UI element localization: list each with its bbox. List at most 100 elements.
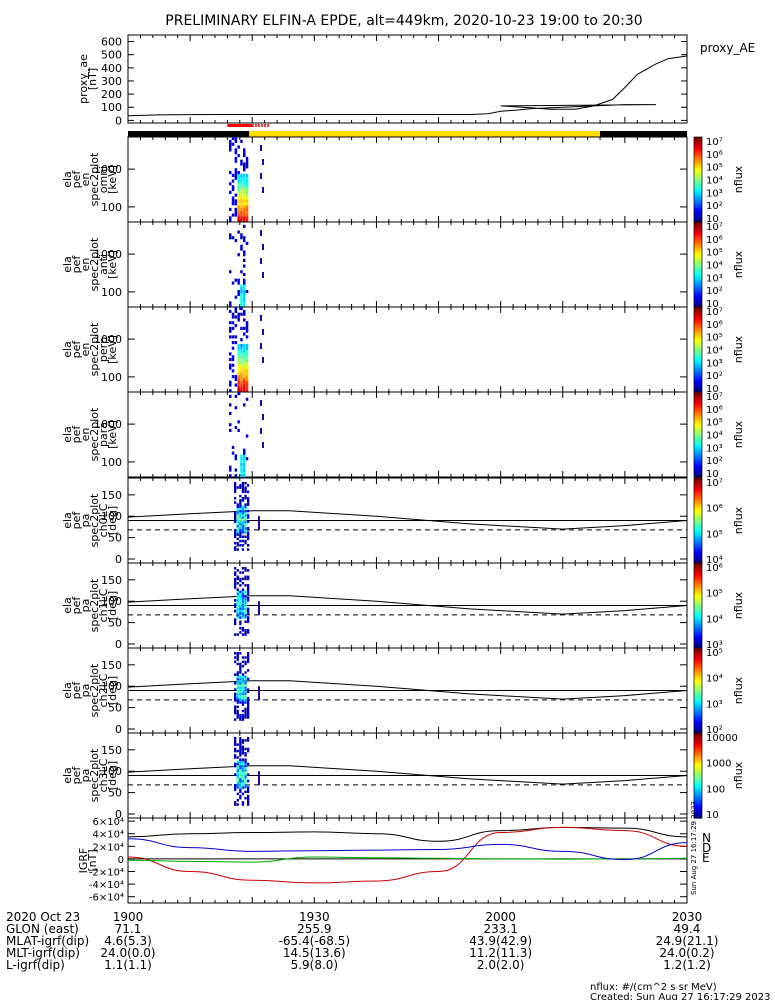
pitch-angle-cell: [247, 596, 250, 600]
pitch-angle-cell: [244, 716, 247, 719]
spectrogram-cell: [237, 292, 240, 296]
x-axis-value: 255.9: [297, 922, 331, 936]
pitch-angle-cell: [241, 747, 245, 751]
colorbar-cell: [694, 762, 702, 766]
colorbar-cell: [694, 577, 702, 581]
colorbar-tick-label: 10⁶: [706, 504, 723, 515]
y-axis-label: perp: [97, 337, 110, 362]
spectrogram-cell: [243, 273, 246, 277]
colorbar-cell: [694, 404, 702, 408]
spectrogram-cell: [237, 343, 240, 347]
spectrogram-cell: [237, 377, 240, 381]
spectrogram-cell: [237, 213, 240, 217]
pitch-angle-cell: [236, 749, 239, 753]
spectrogram-cell: [229, 309, 232, 313]
spectrogram-cell: [237, 205, 240, 209]
pitch-angle-cell: [244, 507, 247, 511]
pitch-angle-cell: [236, 588, 239, 591]
pitch-angle-cell: [236, 516, 239, 519]
spectrogram-cell: [243, 332, 246, 336]
colorbar-cell: [694, 177, 702, 181]
spectrogram-cell: [237, 207, 240, 211]
pitch-angle-cell: [241, 801, 245, 804]
pitch-angle-cell: [247, 703, 250, 706]
y-axis-label: en: [79, 428, 92, 442]
spectrogram-cell: [243, 224, 246, 228]
colorbar-cell: [694, 495, 702, 498]
colorbar-cell: [694, 709, 702, 713]
colorbar-cell: [694, 705, 702, 709]
pitch-angle-cell: [234, 579, 237, 583]
pitch-angle-cell: [244, 503, 247, 506]
spectrogram-cell: [237, 202, 240, 206]
spectrogram-cell: [243, 176, 246, 180]
spectrogram-cell: [234, 278, 238, 282]
pitch-angle-cell: [244, 629, 247, 632]
pitch-angle-cell: [239, 544, 242, 547]
panel-frame-en_omni: [127, 136, 688, 223]
x-axis-value: 2030: [672, 910, 703, 924]
pitch-angle-cell: [241, 581, 245, 585]
spectrogram-cell: [237, 182, 240, 186]
pitch-angle-cell: [241, 522, 245, 526]
pitch-angle-cell: [247, 499, 250, 502]
colorbar-cell: [694, 219, 702, 223]
pitch-angle-cell: [239, 579, 242, 583]
pitch-angle-cell: [236, 711, 239, 715]
colorbar-cell: [694, 480, 702, 483]
pitch-angle-cell: [234, 756, 237, 759]
pitch-angle-cell: [241, 803, 245, 806]
spectrogram-cell: [245, 193, 249, 197]
pitch-angle-cell: [244, 620, 247, 624]
pitch-angle-cell: [247, 749, 250, 753]
colorbar-cell: [694, 482, 702, 485]
created-stamp: Created: Sun Aug 27 16:17:29 2023: [590, 992, 770, 1000]
colorbar-tick-label: 10: [706, 299, 719, 310]
spectrogram-cell: [245, 360, 249, 364]
colorbar-tick-label: 1000: [706, 759, 731, 770]
colorbar-cell: [694, 409, 702, 412]
spectrogram-cell: [245, 241, 249, 245]
colorbar-cell: [694, 599, 702, 602]
spectrogram-cell: [240, 244, 243, 248]
spectrogram-cell: [243, 207, 246, 211]
panel-frame-igrf: [127, 817, 688, 904]
pitch-angle-cell: [239, 601, 242, 604]
pitch-angle-cell: [239, 507, 242, 511]
pitch-angle-cell: [236, 544, 239, 547]
y-tick-label: 6×10⁴: [93, 817, 124, 828]
colorbar-cell: [694, 524, 702, 528]
colorbar-cell: [694, 273, 702, 276]
y-tick-label: 500: [101, 49, 122, 62]
pitch-angle-cell: [247, 535, 250, 539]
y-axis-label: ela: [61, 597, 74, 614]
pitch-angle-cell: [239, 741, 242, 744]
pitch-angle-cell: [239, 511, 242, 515]
colorbar-cell: [694, 173, 702, 176]
pitch-angle-cell: [244, 514, 247, 517]
pitch-angle-cell: [244, 766, 247, 770]
colorbar-cell: [694, 211, 702, 215]
colorbar-cell: [694, 406, 702, 410]
colorbar-cell: [694, 351, 702, 355]
colorbar-tick-label: 10³: [706, 273, 723, 284]
pitch-angle-cell: [244, 611, 247, 615]
spectrogram-cell: [237, 219, 240, 223]
pitch-angle-cell: [236, 696, 239, 700]
colorbar-cell: [694, 262, 702, 266]
spectrogram-cell: [231, 451, 235, 455]
colorbar-cell: [694, 247, 702, 251]
colorbar-cell: [694, 205, 702, 208]
y-axis-label: ela: [61, 767, 74, 784]
pitch-angle-cell: [239, 516, 242, 519]
pitch-angle-cell: [236, 762, 239, 766]
pitch-angle-cell: [244, 688, 247, 691]
pitch-angle-cell: [247, 799, 250, 802]
pitch-angle-cell: [244, 609, 247, 613]
spectrogram-cell: [245, 290, 249, 294]
spectrogram-cell: [243, 309, 246, 313]
spectrogram-cell: [243, 355, 246, 359]
spectrogram-cell: [237, 290, 240, 294]
colorbar-cell: [694, 143, 702, 147]
spectrogram-cell: [243, 196, 246, 200]
